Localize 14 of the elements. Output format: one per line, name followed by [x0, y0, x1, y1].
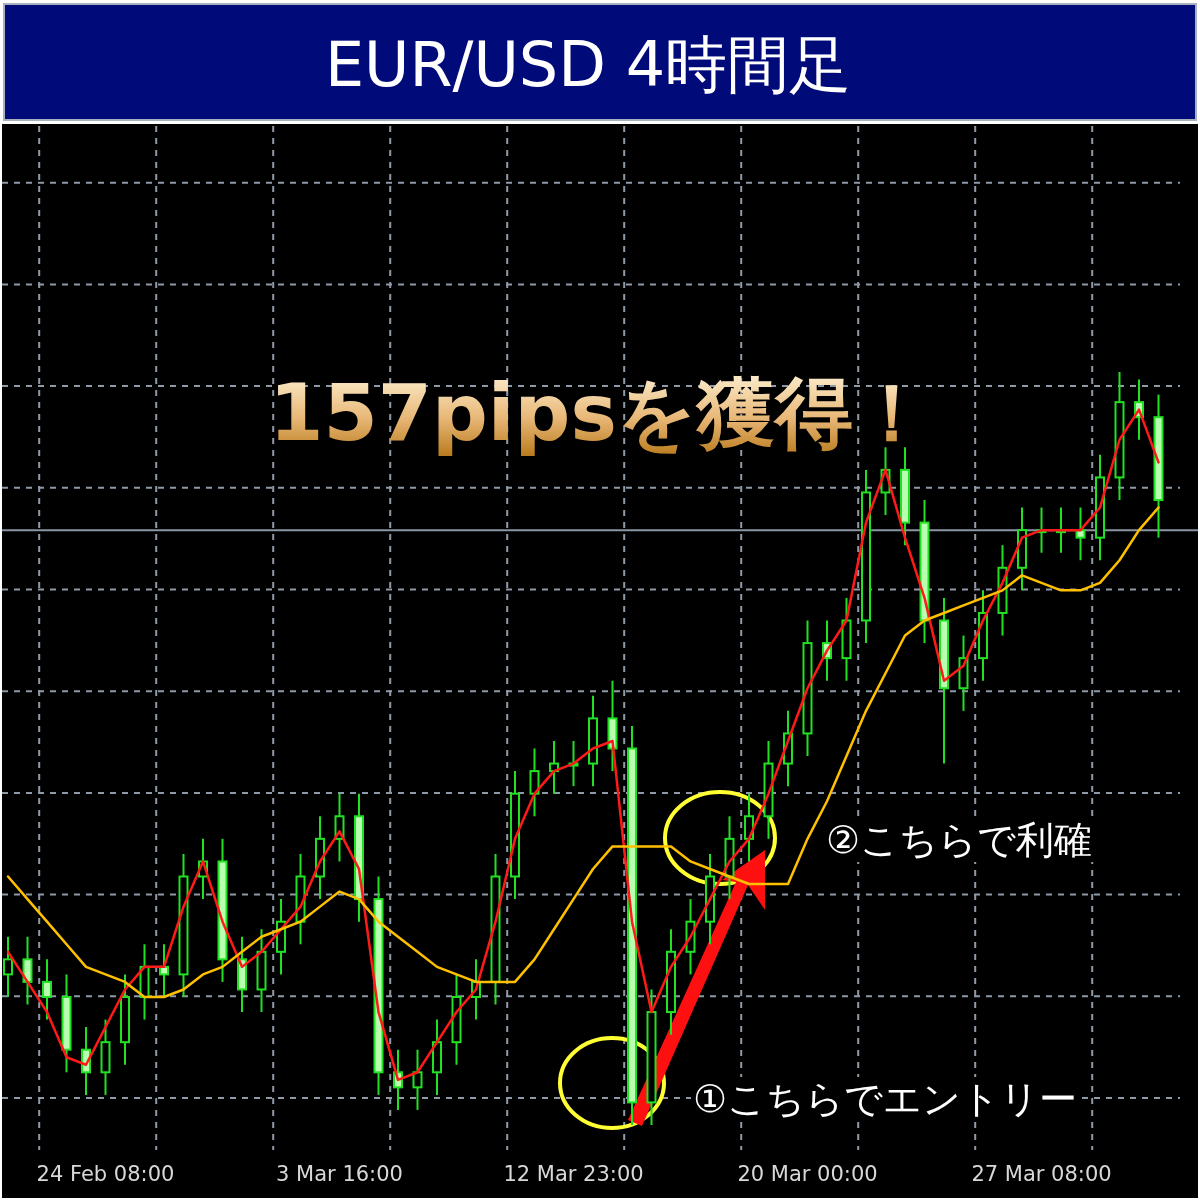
- candlestick: [1075, 506, 1086, 562]
- candlestick: [529, 747, 540, 818]
- x-tick-label: 27 Mar 08:00: [971, 1162, 1112, 1186]
- x-tick-label: 20 Mar 00:00: [737, 1162, 878, 1186]
- x-tick-label: 24 Feb 08:00: [36, 1162, 175, 1186]
- x-tick-label: 12 Mar 23:00: [503, 1162, 644, 1186]
- x-tick-label: 3 Mar 16:00: [276, 1162, 403, 1186]
- annotation: 157pipsを獲得！: [269, 368, 931, 458]
- annotation: ①こちらでエントリー: [693, 1077, 1078, 1121]
- chart-title: EUR/USD 4時間足: [324, 28, 852, 101]
- candlestick: [22, 935, 33, 1006]
- candlestick: [42, 958, 52, 1021]
- candlestick: [412, 1048, 423, 1111]
- annotation: ②こちらで利確: [826, 818, 1093, 862]
